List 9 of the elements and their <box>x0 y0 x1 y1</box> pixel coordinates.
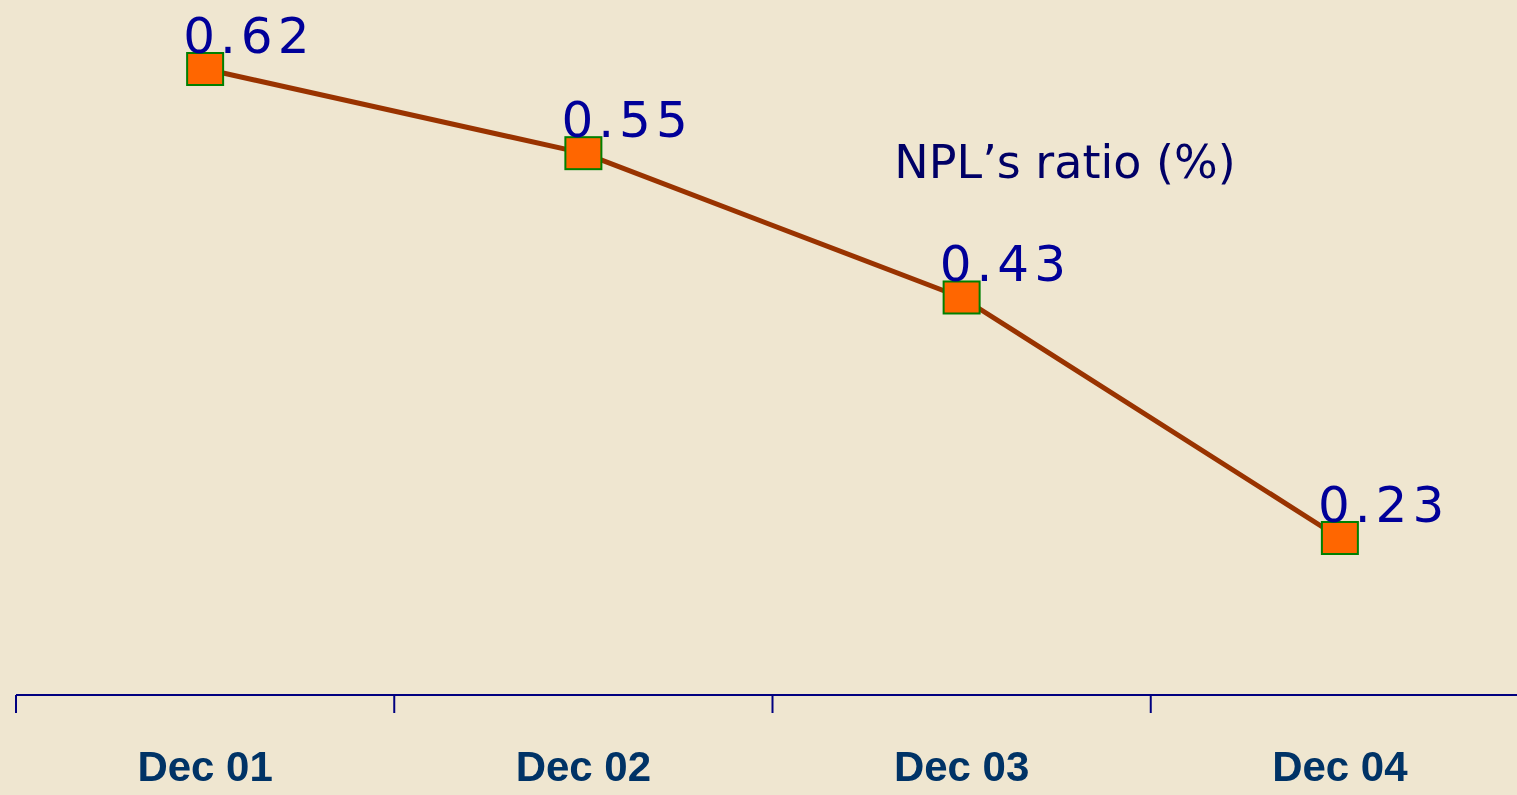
data-label: 0.43 <box>939 235 1071 294</box>
text: NPL’s ratio (%) <box>894 135 1236 189</box>
data-label: 0.62 <box>183 7 315 65</box>
x-tick-label: Dec 03 <box>893 742 1030 790</box>
x-tick-label: Dec 04 <box>1272 742 1409 790</box>
x-tick-label: Dec 01 <box>137 742 273 790</box>
data-label: 0.23 <box>1317 476 1450 534</box>
x-tick-label: Dec 02 <box>515 742 652 790</box>
data-label: 0.55 <box>561 91 693 150</box>
